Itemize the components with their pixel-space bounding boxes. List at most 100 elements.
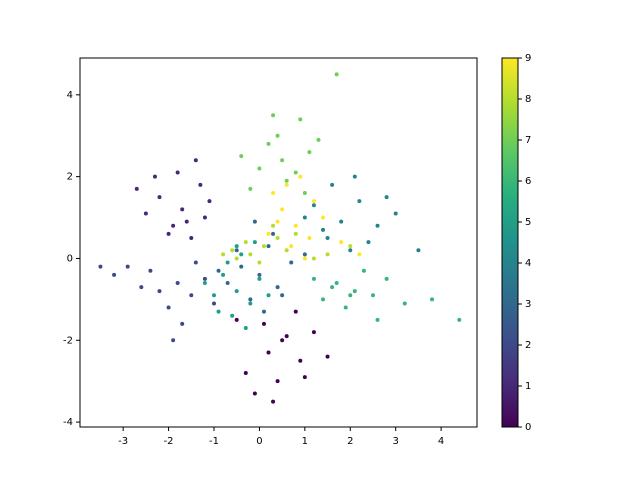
point (248, 186, 253, 191)
point (180, 207, 185, 212)
point (321, 215, 326, 220)
point (139, 285, 144, 290)
point (339, 240, 344, 245)
point (293, 223, 298, 228)
x-tick-label: 0 (256, 436, 262, 447)
point (370, 293, 375, 298)
point (252, 219, 257, 224)
point (239, 264, 244, 269)
point (261, 244, 266, 249)
point (275, 379, 280, 384)
point (211, 301, 216, 306)
point (302, 191, 307, 195)
point (180, 321, 185, 326)
point (230, 313, 235, 318)
point (234, 256, 239, 261)
point (112, 272, 117, 277)
point (175, 281, 180, 285)
colorbar-tick-label: 6 (525, 176, 531, 187)
point (284, 178, 289, 183)
point (202, 276, 207, 281)
point (134, 186, 139, 191)
point (280, 338, 285, 343)
point (221, 272, 226, 277)
point (125, 264, 130, 269)
point (366, 240, 371, 245)
colorbar-tick-label: 4 (525, 258, 531, 269)
point (298, 117, 303, 122)
point (252, 240, 257, 245)
point (430, 297, 435, 302)
point (234, 289, 239, 294)
point (321, 297, 326, 302)
point (361, 268, 366, 273)
point (148, 268, 153, 273)
point (284, 182, 289, 187)
point (271, 223, 276, 228)
point (193, 260, 198, 265)
y-tick-label: 2 (67, 172, 73, 183)
y-tick-label: 0 (67, 253, 73, 264)
point (193, 158, 198, 163)
point (348, 293, 353, 298)
point (166, 231, 171, 236)
point (216, 268, 221, 273)
point (275, 219, 280, 224)
point (334, 72, 339, 77)
point (384, 195, 389, 200)
point (302, 375, 307, 380)
point (298, 358, 303, 363)
point (316, 137, 321, 142)
point (266, 293, 271, 298)
point (339, 219, 344, 224)
point (271, 399, 276, 404)
point (275, 133, 280, 138)
point (311, 203, 316, 208)
point (225, 260, 230, 265)
x-tick-label: 2 (347, 436, 353, 447)
point (330, 285, 335, 290)
x-tick-label: 4 (438, 436, 444, 447)
axes-frame (79, 57, 478, 428)
point (157, 289, 162, 294)
point (311, 256, 316, 261)
point (239, 252, 244, 257)
point (311, 199, 316, 204)
point (166, 305, 171, 310)
point (221, 252, 226, 257)
point (175, 170, 180, 175)
point (289, 260, 294, 265)
point (284, 248, 289, 253)
point (302, 256, 307, 261)
point (266, 244, 271, 249)
point (257, 276, 262, 281)
point (375, 317, 380, 322)
point (271, 113, 276, 118)
point (325, 252, 330, 257)
point (234, 248, 239, 253)
point (275, 236, 280, 240)
point (352, 289, 357, 294)
y-tick-label: -4 (63, 417, 73, 428)
point (257, 260, 262, 265)
point (216, 309, 221, 314)
point (234, 244, 239, 249)
point (257, 166, 262, 171)
colorbar-tick-label: 0 (525, 422, 531, 433)
point (171, 338, 176, 343)
point (230, 248, 235, 253)
point (248, 252, 253, 257)
point (189, 293, 194, 298)
point (202, 215, 207, 220)
point (293, 231, 298, 236)
point (375, 223, 380, 228)
point (243, 371, 248, 375)
point (211, 293, 216, 298)
point (248, 297, 253, 302)
point (271, 191, 276, 195)
point (152, 174, 157, 179)
point (261, 321, 266, 326)
point (298, 174, 303, 179)
point (321, 227, 326, 232)
